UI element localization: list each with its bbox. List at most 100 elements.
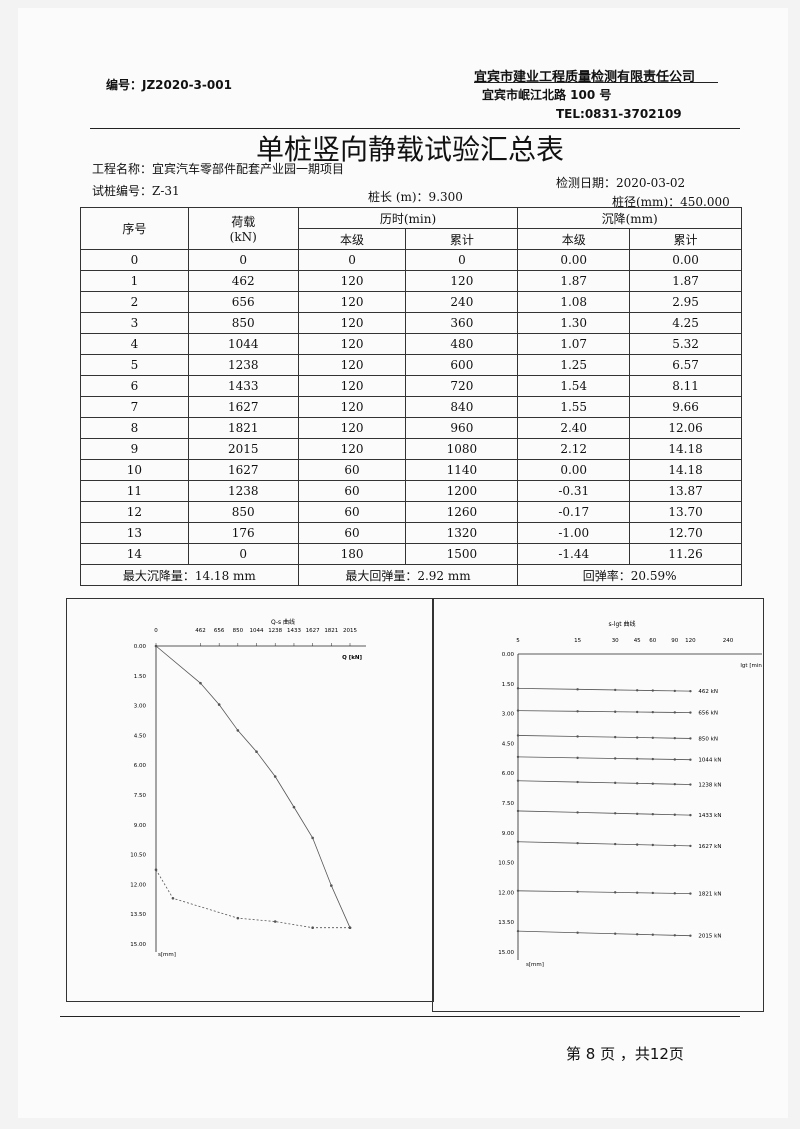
slgt-chart: s-lgt 曲线 5 15 30 45 60 90 120 240 0.00 1.50 3.00 4.5… bbox=[498, 620, 762, 968]
qs-loading-point bbox=[255, 750, 258, 753]
cell-time-cumulative: 1320 bbox=[405, 522, 519, 544]
qs-x-tick-label: 0 bbox=[154, 628, 158, 634]
slgt-series-point bbox=[651, 813, 654, 816]
slgt-series-point bbox=[689, 737, 692, 740]
cell-settle-stage: -1.00 bbox=[517, 522, 631, 544]
cell-settle-cumulative: 13.87 bbox=[629, 480, 742, 502]
table-row: 0 0 0 0 0.00 0.00 bbox=[80, 249, 742, 271]
slgt-series-point bbox=[576, 841, 579, 845]
slgt-series-point bbox=[673, 844, 676, 847]
cell-index: 6 bbox=[80, 375, 189, 397]
qs-x-tick-label: 1821 bbox=[324, 628, 338, 634]
qs-loading-point bbox=[311, 836, 314, 840]
slgt-series-point bbox=[516, 709, 520, 712]
page-number: 第 8 页 ，共12页 bbox=[566, 1045, 684, 1063]
company-tel: TEL:0831-3702109 bbox=[556, 107, 682, 121]
qs-loading-point bbox=[154, 644, 158, 648]
cell-settle-stage: -0.17 bbox=[517, 501, 631, 523]
qs-y-tick-label: 10.50 bbox=[130, 853, 146, 859]
slgt-y-tick-label: 10.50 bbox=[498, 861, 514, 867]
pile-diameter: 桩径(mm)：450.000 bbox=[612, 195, 730, 209]
cell-settle-stage: 1.87 bbox=[517, 270, 631, 292]
slgt-series-point bbox=[689, 783, 692, 786]
qs-y-tick-label: 4.50 bbox=[134, 733, 147, 739]
cell-index: 7 bbox=[80, 396, 189, 418]
table-row: 14 0 180 1500 -1.44 11.26 bbox=[80, 543, 742, 565]
cell-index: 13 bbox=[80, 522, 189, 544]
cell-load: 462 bbox=[187, 270, 299, 292]
slgt-series-label: 2015 kN bbox=[698, 934, 721, 940]
qs-unloading-point bbox=[236, 916, 240, 920]
cell-time-stage: 120 bbox=[297, 438, 407, 460]
slgt-series-point bbox=[689, 934, 692, 937]
cell-time-cumulative: 720 bbox=[405, 375, 519, 397]
qs-y-tick-label: 13.50 bbox=[130, 912, 146, 918]
cell-settle-cumulative: 1.87 bbox=[629, 270, 742, 292]
slgt-y-tick-label: 7.50 bbox=[502, 801, 515, 807]
slgt-series-label: 462 kN bbox=[698, 689, 718, 695]
table-row: 10 1627 60 1140 0.00 14.18 bbox=[80, 459, 742, 481]
slgt-series-point bbox=[635, 736, 639, 739]
slgt-series-line bbox=[517, 890, 691, 894]
qs-y-tick-label: 9.00 bbox=[134, 823, 147, 829]
cell-time-cumulative: 480 bbox=[405, 333, 519, 355]
slgt-series-point bbox=[576, 756, 579, 760]
qs-loading-point bbox=[273, 775, 277, 778]
slgt-series-point bbox=[673, 813, 676, 816]
cell-load: 656 bbox=[187, 291, 299, 313]
slgt-series-point bbox=[651, 736, 654, 739]
cell-time-stage: 120 bbox=[297, 270, 407, 292]
header-rule bbox=[90, 128, 740, 129]
cell-index: 8 bbox=[80, 417, 189, 439]
slgt-series-point bbox=[613, 735, 617, 739]
max-rebound: 最大回弹量：2.92 mm bbox=[297, 564, 519, 586]
qs-y-axis-label: s[mm] bbox=[158, 952, 176, 958]
slgt-y-tick-label: 13.50 bbox=[498, 920, 514, 926]
slgt-series-line bbox=[517, 930, 691, 937]
qs-unloading-point bbox=[154, 868, 158, 871]
cell-time-cumulative: 600 bbox=[405, 354, 519, 376]
cell-time-stage: 120 bbox=[297, 375, 407, 397]
table-row: 6 1433 120 720 1.54 8.11 bbox=[80, 375, 742, 397]
slgt-series-point bbox=[613, 757, 617, 760]
slgt-series-point bbox=[635, 843, 639, 846]
slgt-series-point bbox=[516, 840, 520, 843]
test-date: 检测日期：2020-03-02 bbox=[556, 176, 686, 190]
cell-settle-stage: 1.08 bbox=[517, 291, 631, 313]
qs-x-tick-label: 850 bbox=[233, 628, 244, 634]
cell-index: 4 bbox=[80, 333, 189, 355]
cell-load: 1627 bbox=[187, 459, 299, 481]
slgt-series-point bbox=[613, 688, 617, 692]
slgt-x-tick-label: 45 bbox=[634, 638, 641, 644]
qs-x-tick-label: 1238 bbox=[268, 628, 282, 634]
cell-settle-cumulative: 14.18 bbox=[629, 438, 742, 460]
qs-loading-point bbox=[292, 805, 296, 809]
slgt-y-tick-label: 0.00 bbox=[502, 652, 515, 658]
slgt-x-tick-label: 30 bbox=[612, 638, 619, 644]
cell-settle-cumulative: 14.18 bbox=[629, 459, 742, 481]
cell-load: 0 bbox=[187, 249, 299, 271]
cell-settle-cumulative: 0.00 bbox=[629, 249, 742, 271]
cell-load: 176 bbox=[187, 522, 299, 544]
qs-chart-title: Q-s 曲线 bbox=[271, 618, 295, 626]
slgt-series-point bbox=[651, 689, 654, 692]
cell-time-stage: 120 bbox=[297, 417, 407, 439]
qs-y-tick-label: 12.00 bbox=[130, 882, 146, 888]
table-row: 2 656 120 240 1.08 2.95 bbox=[80, 291, 742, 313]
slgt-series-point bbox=[576, 890, 579, 893]
table-row: 12 850 60 1260 -0.17 13.70 bbox=[80, 501, 742, 523]
slgt-series-point bbox=[576, 735, 579, 738]
footer-rule bbox=[60, 1016, 740, 1017]
slgt-series-point bbox=[613, 932, 617, 935]
qs-chart-frame bbox=[66, 598, 434, 1002]
slgt-x-tick-label: 15 bbox=[574, 638, 581, 644]
qs-y-tick-label: 6.00 bbox=[134, 763, 147, 769]
slgt-x-tick-label: 5 bbox=[516, 638, 520, 644]
qs-x-tick-label: 462 bbox=[195, 628, 206, 634]
table-row: 9 2015 120 1080 2.12 14.18 bbox=[80, 438, 742, 460]
cell-time-stage: 120 bbox=[297, 312, 407, 334]
cell-load: 1821 bbox=[187, 417, 299, 439]
cell-index: 9 bbox=[80, 438, 189, 460]
cell-index: 2 bbox=[80, 291, 189, 313]
